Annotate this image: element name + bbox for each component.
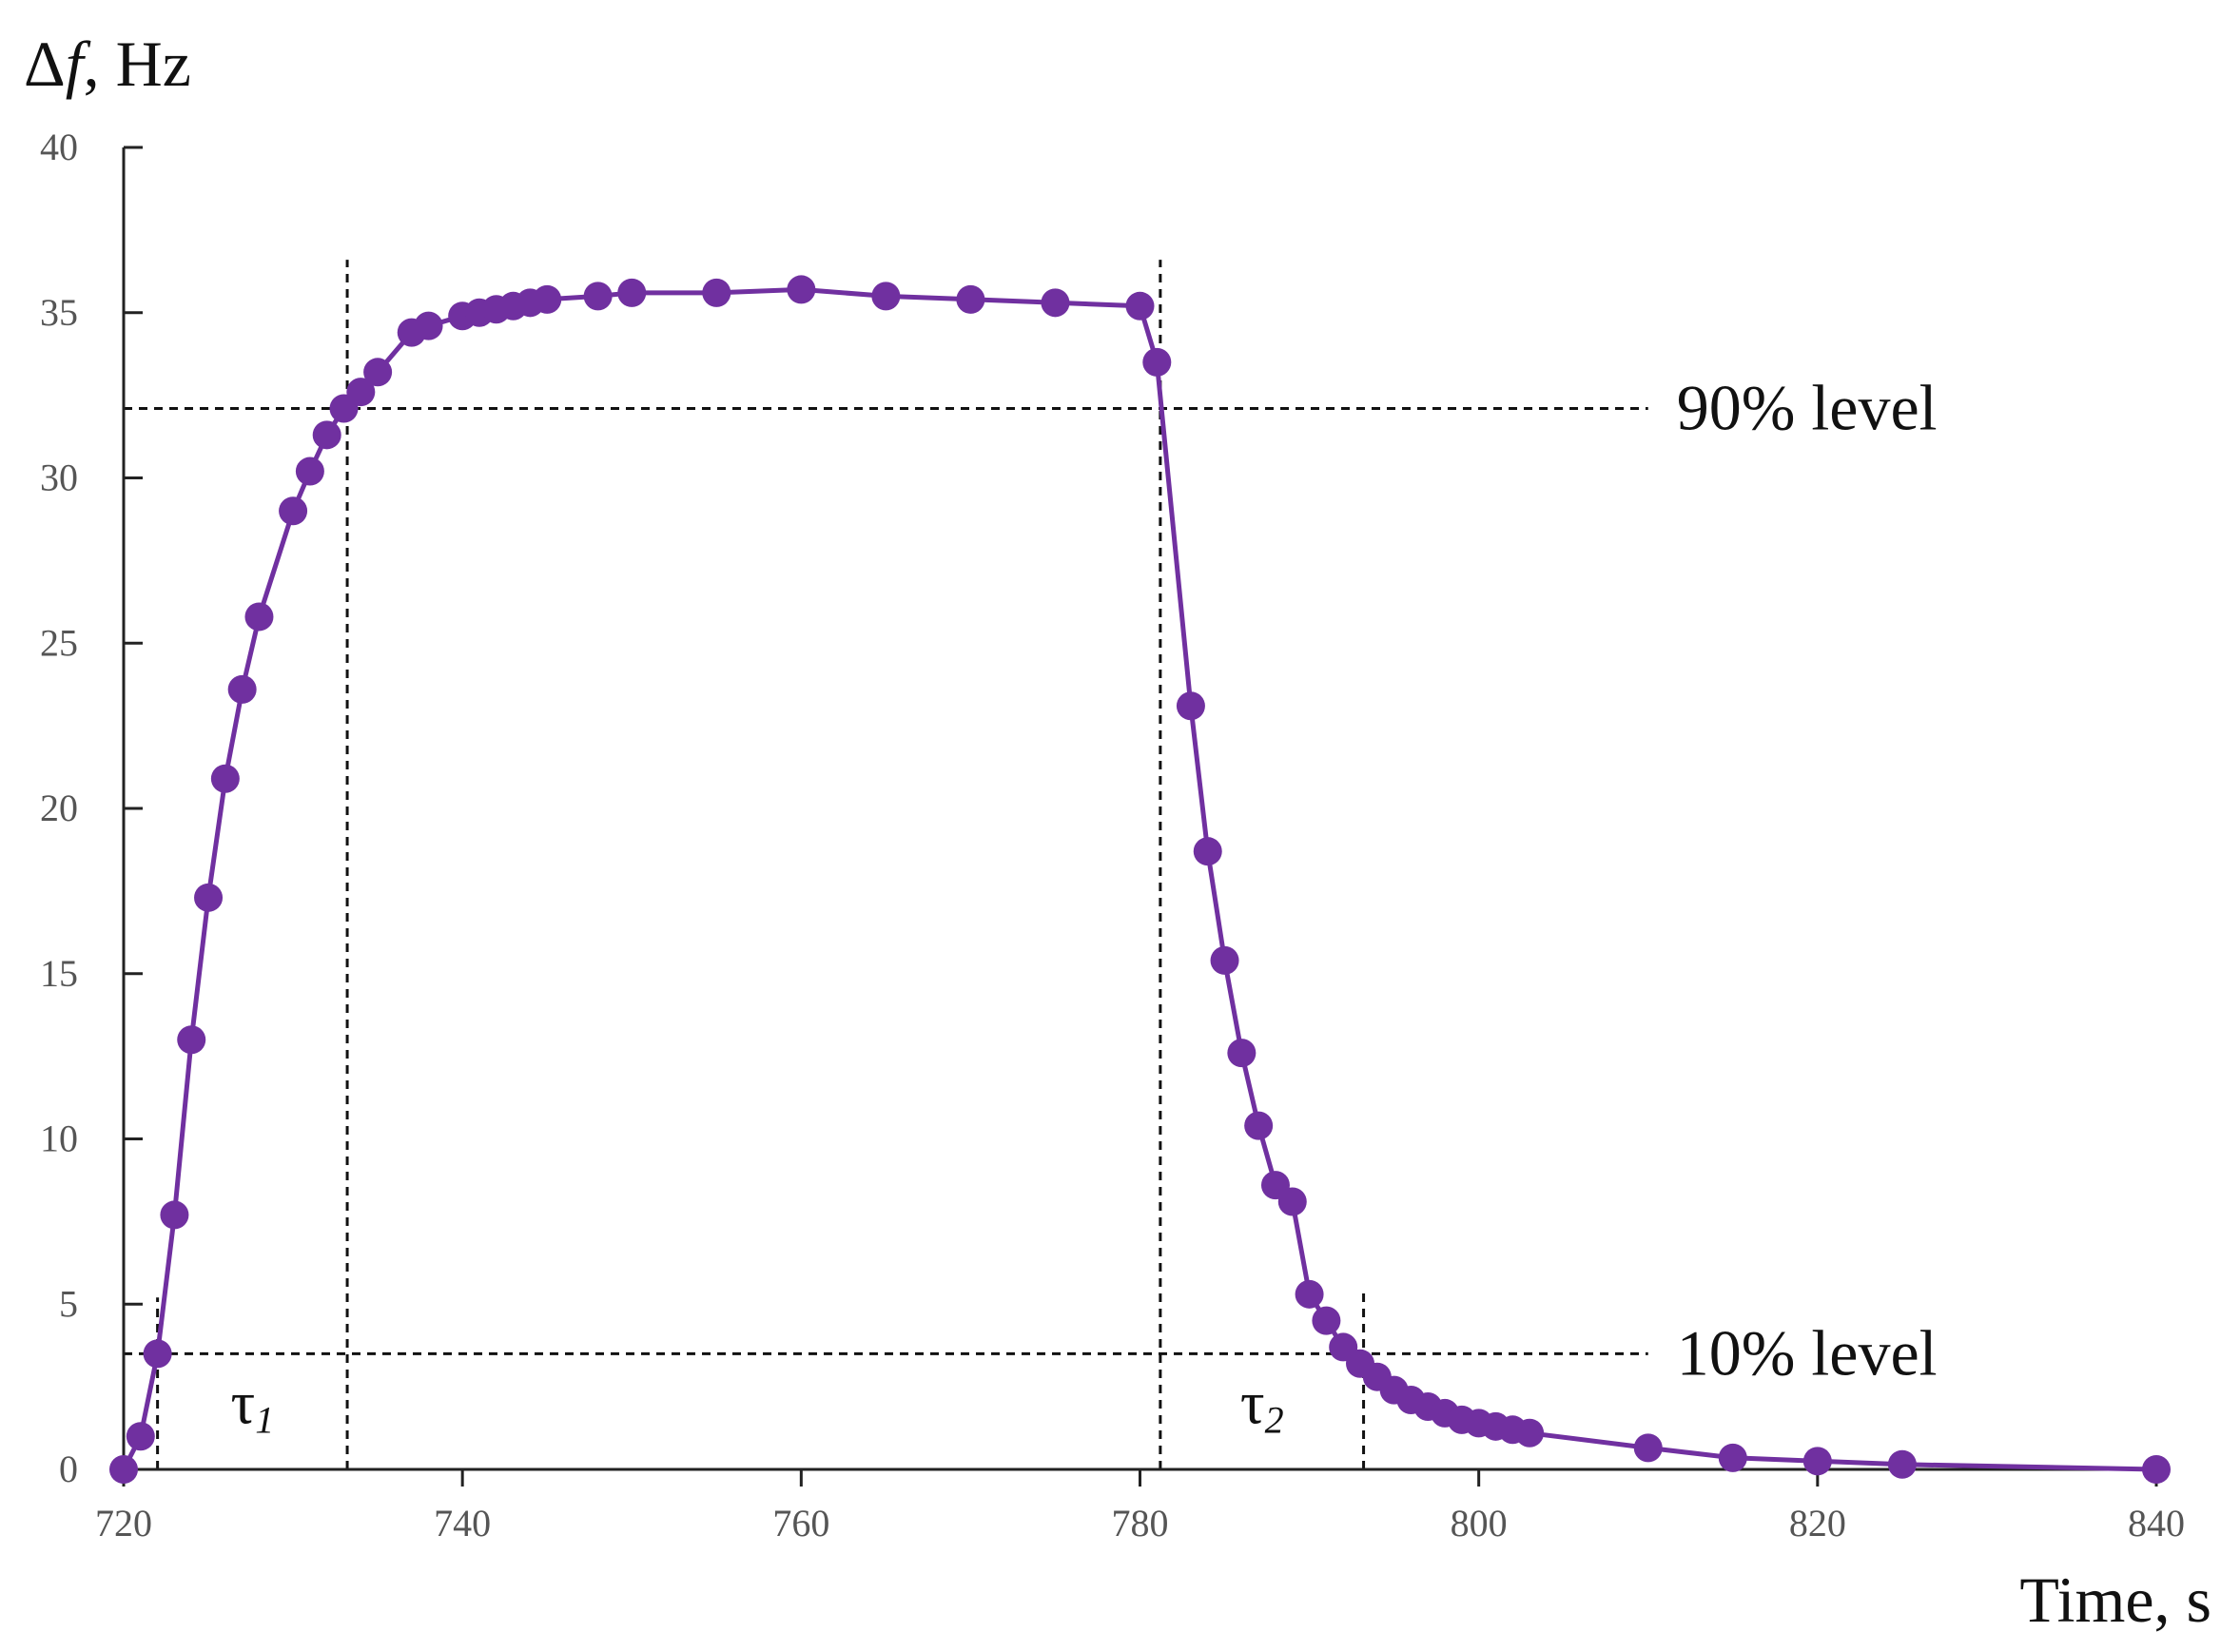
series-line [121, 286, 2157, 1472]
data-point [1802, 1447, 1832, 1476]
interval-labels: τ1 τ2 [230, 1369, 1283, 1441]
axes [122, 147, 2156, 1471]
y-axis-title-symbol: Δ [24, 28, 66, 100]
interval-label: τ1 [230, 1369, 274, 1441]
data-point [1176, 691, 1205, 721]
data-point [1515, 1418, 1545, 1448]
x-tick-label: 740 [434, 1502, 491, 1545]
x-tick-label: 800 [1451, 1502, 1508, 1545]
axis-ticks: 0 5 10 15 20 25 30 35 40 720 740 760 780 800 820 840 [40, 126, 2185, 1545]
data-point [1718, 1443, 1747, 1472]
y-tick-label: 20 [40, 787, 78, 829]
x-axis-title: Time, s [2019, 1564, 2211, 1636]
y-tick-label: 35 [40, 291, 78, 334]
y-tick-label: 40 [40, 126, 78, 168]
x-tick-label: 720 [95, 1502, 152, 1545]
data-point [1633, 1433, 1663, 1463]
data-point [1041, 288, 1070, 318]
data-point [1227, 1039, 1257, 1068]
y-tick-label: 30 [40, 457, 78, 499]
data-point [1193, 837, 1222, 866]
x-tick-label: 780 [1112, 1502, 1169, 1545]
data-point [1312, 1306, 1341, 1335]
reference-labels: 90% level 10% level [1677, 372, 1938, 1390]
data-point [414, 311, 443, 340]
data-point [109, 1455, 138, 1484]
data-point [227, 674, 257, 704]
reference-level-label: 10% level [1677, 1316, 1938, 1389]
data-point [1244, 1111, 1274, 1140]
reference-lines [124, 260, 1648, 1469]
data-point [1295, 1279, 1324, 1309]
data-point [346, 378, 376, 407]
y-axis-title: Δf, Hz [24, 28, 191, 100]
x-tick-label: 760 [772, 1502, 829, 1545]
data-point [1142, 347, 1172, 377]
data-point [363, 358, 393, 387]
reference-level-label: 90% level [1677, 372, 1938, 444]
data-point [279, 496, 308, 526]
y-tick-label: 25 [40, 621, 78, 664]
data-point [787, 275, 816, 304]
data-point [1277, 1187, 1307, 1216]
data-point [126, 1422, 155, 1451]
interval-label: τ2 [1240, 1369, 1284, 1441]
data-point [210, 764, 240, 793]
data-point [533, 284, 562, 314]
y-tick-label: 0 [59, 1448, 78, 1490]
data-point [295, 457, 324, 486]
data-point [617, 278, 647, 307]
y-axis-title-unit: , Hz [84, 28, 191, 100]
data-point [1887, 1449, 1917, 1479]
data-point [956, 284, 985, 314]
y-tick-label: 5 [59, 1282, 78, 1325]
data-point [871, 282, 901, 311]
x-tick-label: 840 [2128, 1502, 2185, 1545]
data-point [1125, 291, 1155, 321]
y-tick-label: 15 [40, 952, 78, 995]
data-point [702, 278, 731, 307]
y-tick-label: 10 [40, 1118, 78, 1160]
data-point [177, 1025, 206, 1055]
data-point [2142, 1455, 2171, 1484]
data-point [583, 282, 613, 311]
data-point [160, 1200, 189, 1230]
x-tick-label: 820 [1789, 1502, 1846, 1545]
data-point [244, 602, 274, 632]
data-series [109, 275, 2171, 1484]
data-point [1210, 945, 1239, 975]
data-point [312, 420, 341, 450]
data-point [143, 1339, 172, 1369]
data-point [194, 883, 224, 912]
